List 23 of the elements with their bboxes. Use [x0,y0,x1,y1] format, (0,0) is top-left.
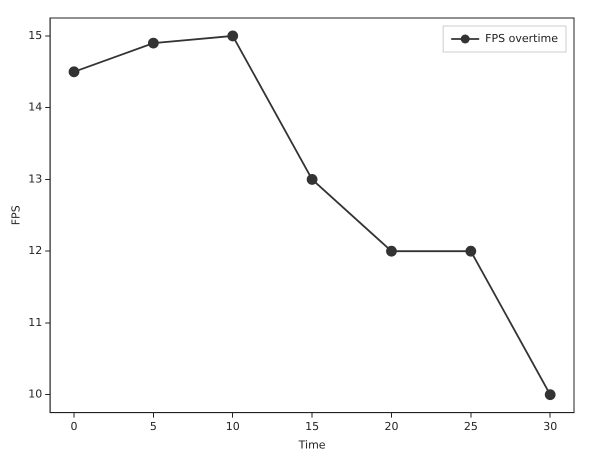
point [148,38,159,49]
x-tick-label: 30 [543,420,558,434]
y-tick-label: 11 [28,316,42,329]
x-tick-label: 10 [226,420,240,434]
point [465,246,476,257]
point [386,246,397,257]
x-tick-label: 20 [384,420,398,434]
x-tick-label: 0 [70,420,78,434]
legend-label: FPS overtime [485,32,558,45]
x-axis-title: Time [298,438,326,452]
x-tick-label: 15 [305,420,320,434]
point [227,30,238,42]
y-tick-label: 14 [28,100,42,114]
point [544,389,556,400]
point [306,174,318,185]
y-axis-title: FPS [9,205,22,226]
y-tick-label: 15 [28,28,42,42]
x-tick-label: 5 [150,420,157,434]
y-tick-label: 10 [28,388,42,401]
y-tick-label: 13 [28,172,42,186]
x-tick-label: 25 [464,420,478,434]
point [68,66,80,78]
y-tick-label: 12 [28,244,42,258]
